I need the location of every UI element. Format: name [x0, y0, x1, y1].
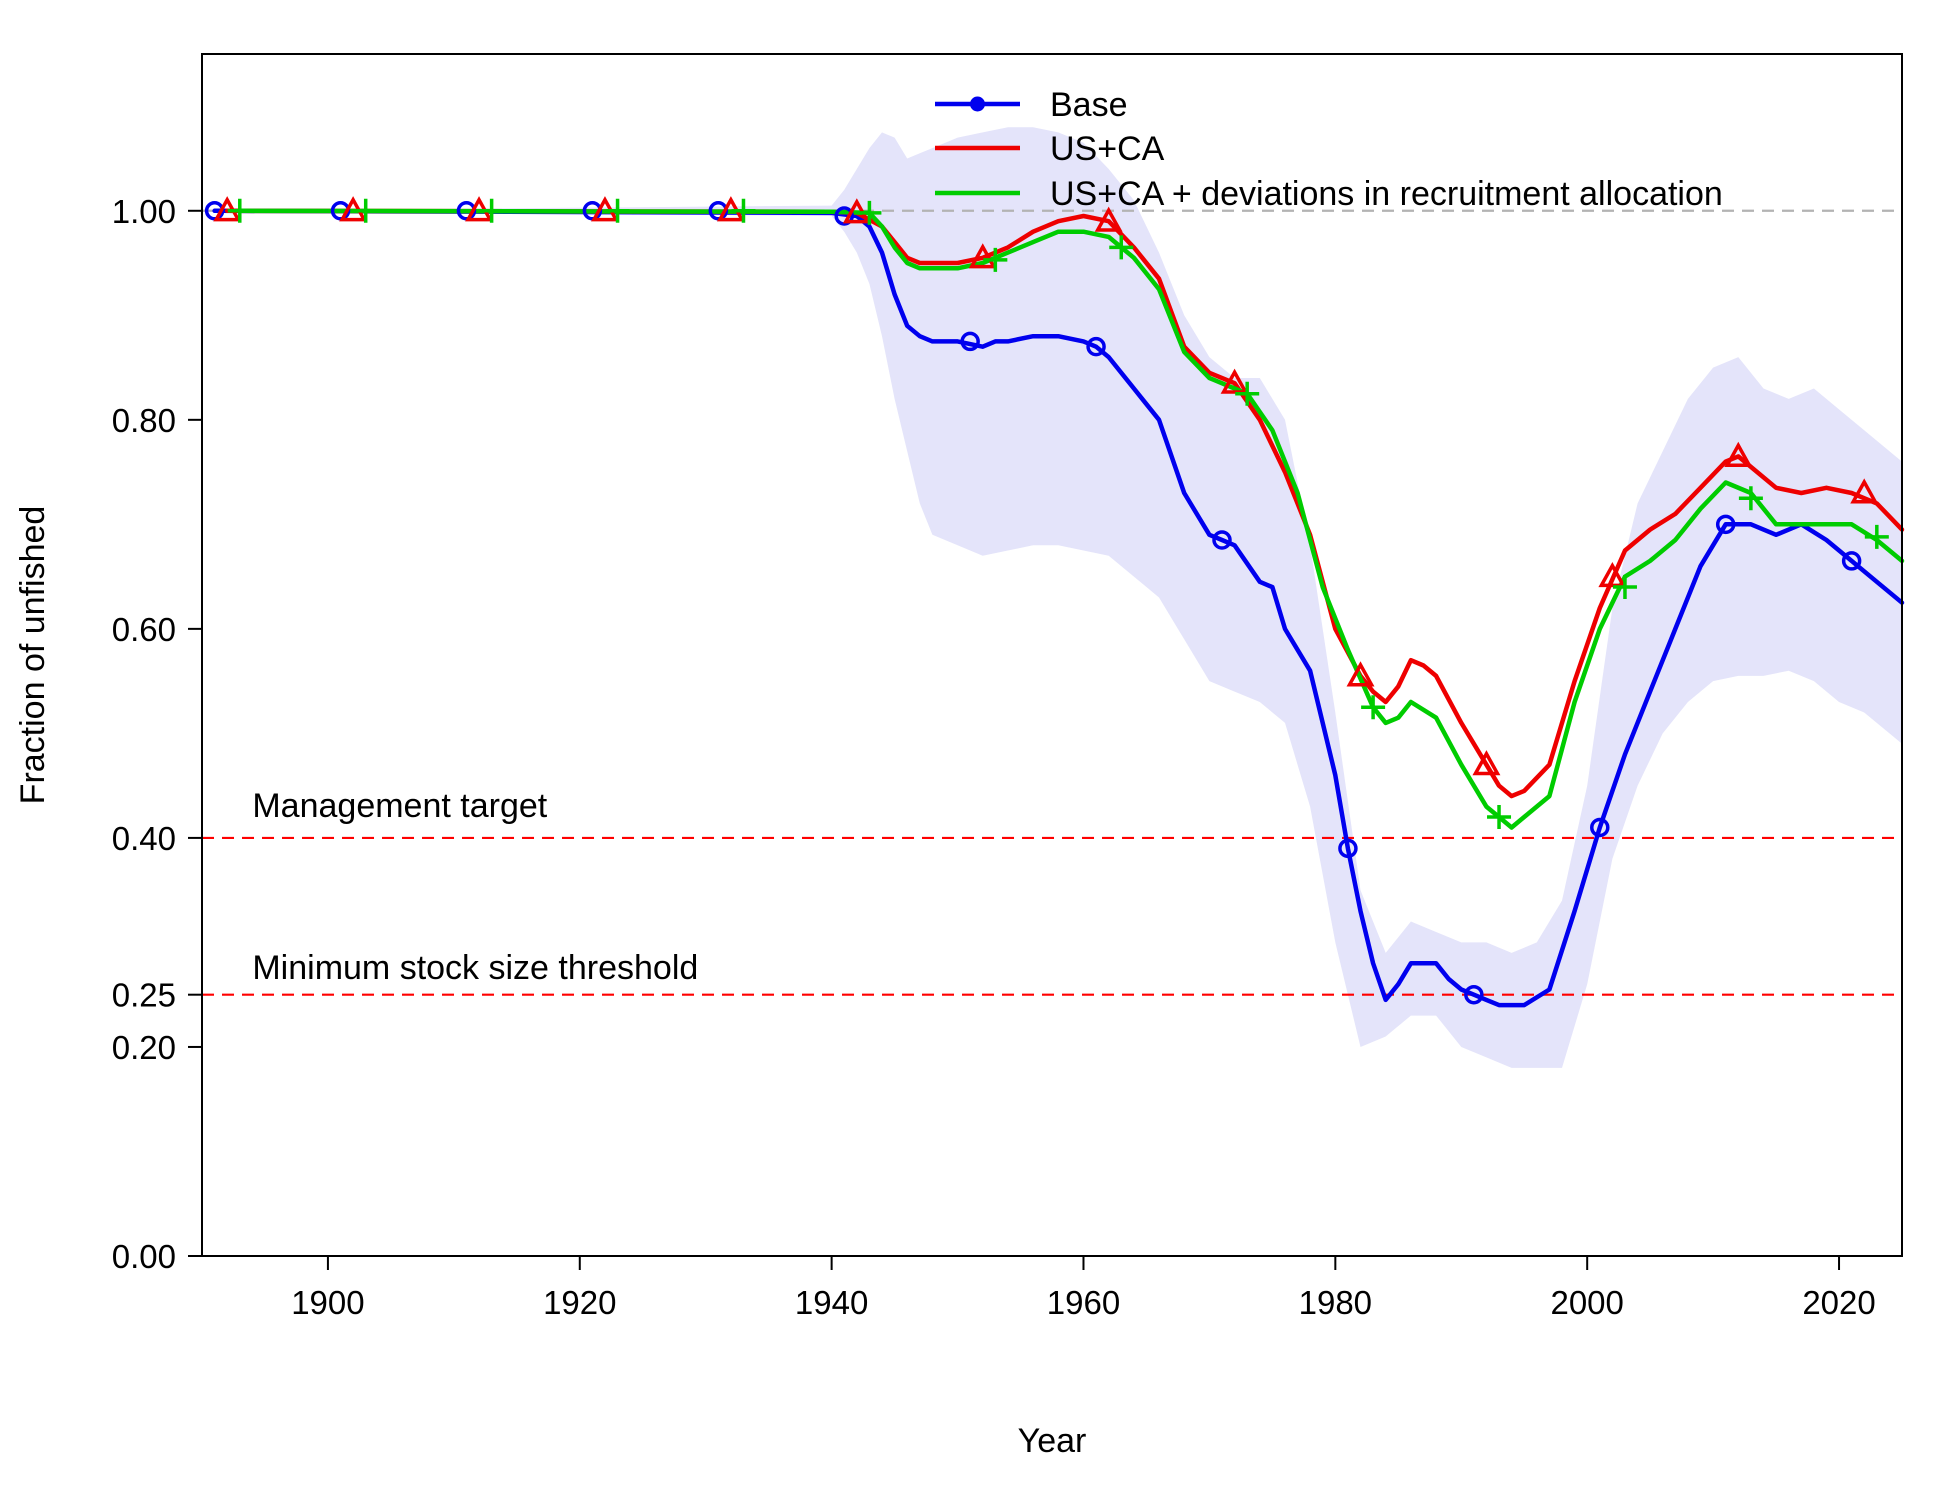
series-2-marker: [1850, 478, 1879, 504]
annotation-label: Minimum stock size threshold: [252, 949, 698, 987]
x-tick-label: 1900: [291, 1284, 364, 1321]
series-3-marker: [1738, 486, 1763, 511]
series-3-marker: [983, 247, 1008, 272]
series-3-marker: [479, 198, 504, 223]
y-tick-label: 0.80: [112, 402, 176, 439]
series-layer: [212, 208, 1905, 1008]
series-3-marker: [731, 198, 756, 223]
series-3-marker: [227, 198, 252, 223]
y-tick-label: 0.00: [112, 1238, 176, 1275]
series-1-marker: [834, 206, 854, 226]
legend-marker: [970, 96, 985, 112]
x-tick-label: 2020: [1802, 1284, 1875, 1321]
y-tick-label: 0.20: [112, 1029, 176, 1066]
annotation-label: Management target: [252, 787, 547, 825]
series-line-2: [224, 208, 1905, 799]
series-3-marker: [857, 200, 882, 225]
series-3-marker: [1361, 695, 1386, 720]
y-axis: 0.00 0.20 0.25 0.40 0.60 0.80 1.00: [112, 193, 202, 1275]
x-tick-label: 1960: [1047, 1284, 1120, 1321]
y-tick-label: 0.60: [112, 611, 176, 648]
series-2-marker: [1346, 661, 1375, 687]
x-tick-label: 1940: [795, 1284, 868, 1321]
series-1-marker: [1841, 551, 1862, 571]
annotations: Management target Minimum stock size thre…: [252, 787, 698, 987]
marker-layer: [204, 196, 1889, 1005]
series-3-marker: [1235, 381, 1260, 406]
series-3-marker: [1612, 575, 1637, 600]
series-2-marker: [1598, 562, 1627, 588]
legend-label: US+CA: [1050, 130, 1165, 168]
y-tick-label: 0.40: [112, 820, 176, 857]
series-2-marker: [1094, 206, 1123, 232]
series-3-marker: [1109, 235, 1134, 260]
legend-label: US+CA + deviations in recruitment alloca…: [1050, 175, 1723, 213]
ci-band-area: [202, 127, 1902, 1068]
series-2-marker: [1472, 750, 1501, 776]
series-1-marker: [1338, 838, 1358, 859]
series-line-1: [212, 208, 1905, 1008]
series-1-marker: [1464, 984, 1484, 1005]
series-2-marker: [968, 243, 997, 269]
series-line-3: [237, 208, 1905, 830]
series-3-marker: [605, 198, 630, 223]
legend-label: Base: [1050, 86, 1128, 124]
x-tick-label: 2000: [1550, 1284, 1623, 1321]
series-2-marker: [1724, 441, 1753, 467]
y-tick-label: 0.25: [112, 977, 176, 1014]
series-2-marker: [1220, 368, 1249, 394]
series-1-marker: [960, 331, 980, 352]
series-3-marker: [1487, 805, 1512, 830]
x-axis: 1900 1920 1940 1960 1980 2000 2020: [291, 1256, 1876, 1321]
plot-frame: [201, 53, 1903, 1257]
series-1-marker: [1590, 817, 1610, 838]
series-3-marker: [1864, 524, 1889, 549]
y-tick-label: 1.00: [112, 193, 176, 230]
x-tick-label: 1980: [1299, 1284, 1372, 1321]
series-1-marker: [1086, 336, 1106, 357]
x-axis-title: Year: [1018, 1422, 1087, 1460]
y-axis-title: Fraction of unfished: [14, 506, 52, 805]
legend: Base US+CA US+CA + deviations in recruitme…: [935, 86, 1723, 213]
confidence-band: [202, 127, 1902, 1068]
series-1-marker: [1715, 514, 1736, 535]
series-3-marker: [353, 198, 378, 223]
series-1-marker: [1212, 530, 1232, 550]
x-tick-label: 1920: [543, 1284, 616, 1321]
